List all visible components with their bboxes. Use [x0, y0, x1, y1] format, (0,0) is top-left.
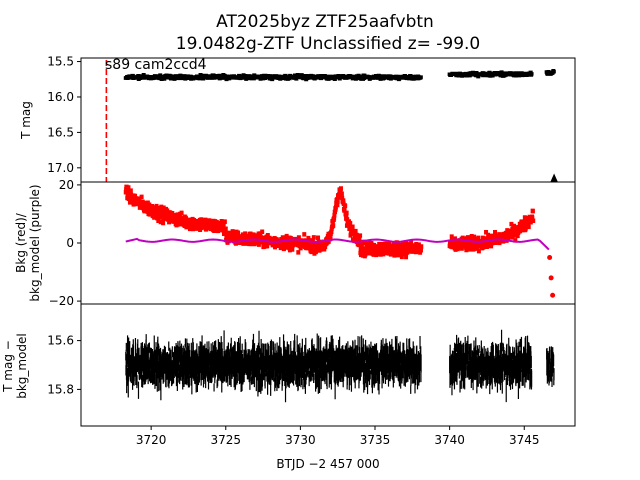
ytick-label: 0 — [66, 236, 74, 250]
middle-ylabel: Bkg (red)/bkg_model (purple) — [14, 184, 42, 301]
ylabel-text: T mag −bkg_model — [1, 333, 29, 399]
ylabel-text: Bkg (red)/bkg_model (purple) — [14, 184, 42, 301]
tmag-points — [447, 70, 534, 79]
bkg-outlier-point — [550, 292, 556, 298]
panel-top-tmag: 15.5 16.0 16.5 17.0 — [47, 55, 559, 183]
ytick-label: 16.5 — [47, 125, 74, 139]
tmag-points — [544, 68, 556, 76]
xtick-label: 3735 — [360, 433, 391, 447]
ytick-label: 17.0 — [47, 161, 74, 175]
panel-bottom-frame — [80, 303, 576, 427]
ytick-label: 15.8 — [47, 382, 74, 396]
xtick-label: 3745 — [509, 433, 540, 447]
ytick-label: −20 — [49, 294, 74, 308]
ytick-label: 15.5 — [47, 55, 74, 69]
bkg-outlier-point — [547, 255, 553, 261]
ytick-label: 20 — [59, 178, 74, 192]
upper-limit-marker — [550, 173, 559, 183]
xtick-label: 3740 — [434, 433, 465, 447]
xtick-label: 3730 — [285, 433, 316, 447]
xtick-label: 3725 — [210, 433, 241, 447]
x-axis-ticks: 3720 3725 3730 3735 3740 3745 — [136, 426, 540, 447]
bkg-points — [123, 184, 536, 260]
bottom-ylabel: T mag −bkg_model — [1, 333, 29, 399]
tmag-points — [123, 72, 423, 82]
x-axis-label: BTJD −2 457 000 — [276, 457, 379, 471]
ytick-label: 16.0 — [47, 90, 74, 104]
panel-middle-background: −20 0 20 — [49, 178, 556, 308]
xtick-label: 3720 — [136, 433, 167, 447]
top-ylabel: T mag — [19, 101, 33, 140]
bkg-model-line — [125, 237, 550, 251]
panel-bottom-residual: 15.6 15.8 — [47, 329, 555, 403]
bkg-outlier-point — [548, 275, 554, 281]
residual-errorbars — [125, 329, 555, 403]
chart-title-line2: 19.0482g-ZTF Unclassified z= -99.0 — [176, 34, 481, 54]
sector-label: s89 cam2ccd4 — [105, 57, 207, 73]
ytick-label: 15.6 — [47, 334, 74, 348]
chart-title-line1: AT2025byz ZTF25aafvbtn — [216, 12, 434, 32]
